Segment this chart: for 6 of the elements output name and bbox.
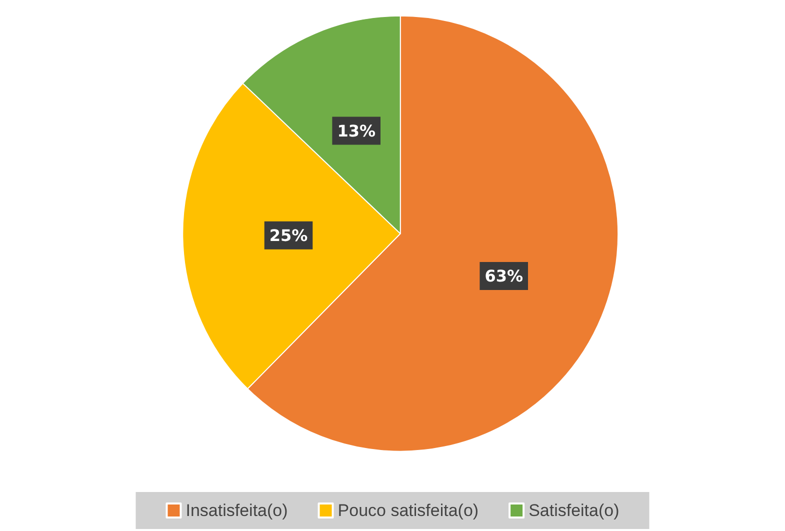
data-label: 25% — [269, 226, 308, 245]
legend-label: Pouco satisfeita(o) — [338, 501, 479, 520]
legend-label: Satisfeita(o) — [528, 501, 620, 520]
legend-label: Insatisfeita(o) — [186, 501, 288, 520]
data-label: 63% — [484, 266, 524, 286]
data-label: 13% — [337, 121, 376, 140]
